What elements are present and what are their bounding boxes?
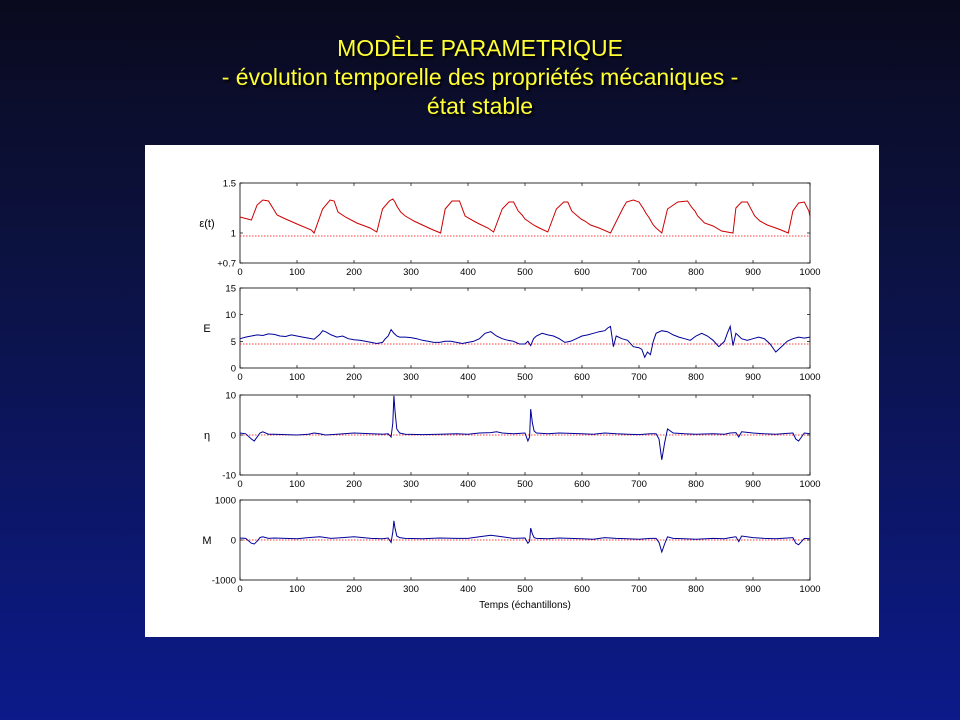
x-tick-label: 0 — [237, 267, 242, 278]
x-tick-label: 600 — [574, 372, 590, 383]
x-tick-label: 0 — [237, 372, 242, 383]
series-line — [239, 324, 811, 359]
x-tick-label: 600 — [574, 584, 590, 595]
y-tick-label: 15 — [225, 284, 236, 295]
y-tick-label: 5 — [231, 337, 236, 348]
x-tick-label: 700 — [631, 479, 647, 490]
x-tick-label: 300 — [403, 372, 419, 383]
x-tick-label: 300 — [403, 584, 419, 595]
subplot-2: 0 100 200 300 400 500 600 700 800 900 1000 15 10 5 0 E — [203, 284, 820, 384]
x-tick-label: 1000 — [799, 267, 820, 278]
x-tick-label: 300 — [403, 267, 419, 278]
y-tick-label: 0 — [231, 536, 236, 547]
x-tick-label: 700 — [631, 584, 647, 595]
y-tick-label: 1 — [231, 229, 236, 240]
series-line — [239, 395, 811, 460]
x-tick-label: 200 — [346, 372, 362, 383]
slide-title-line-2: - évolution temporelle des propriétés mé… — [221, 64, 739, 90]
x-tick-label: 500 — [517, 372, 533, 383]
x-tick-label: 800 — [688, 584, 704, 595]
x-tick-label: 100 — [289, 584, 305, 595]
y-tick-label: 10 — [225, 310, 236, 321]
x-tick-label: 0 — [237, 584, 242, 595]
x-tick-label: 700 — [631, 372, 647, 383]
y-tick-label: 0 — [231, 431, 236, 442]
x-tick-label: 200 — [346, 479, 362, 490]
x-tick-label: 700 — [631, 267, 647, 278]
x-tick-label: 1000 — [799, 479, 820, 490]
x-tick-label: 0 — [237, 479, 242, 490]
x-tick-label: 1000 — [799, 372, 820, 383]
x-tick-label: 100 — [289, 372, 305, 383]
series-line — [239, 198, 811, 234]
x-tick-label: 900 — [745, 267, 761, 278]
series-line — [239, 520, 811, 554]
subplot-1: 0 100 200 300 400 500 600 700 800 900 1000 1.5 1 +0.7… — [199, 179, 820, 279]
x-tick-label: 1000 — [799, 584, 820, 595]
figure-svg: 0 100 200 300 400 500 600 700 800 900 10001.51+0.7… — [199, 179, 821, 612]
x-tick-label: 200 — [346, 267, 362, 278]
x-tick-label: 100 — [289, 479, 305, 490]
y-tick-label: 1.5 — [223, 179, 236, 190]
x-tick-label: 500 — [517, 584, 533, 595]
x-tick-label: 800 — [688, 267, 704, 278]
x-tick-label: 900 — [745, 479, 761, 490]
plot-frame — [239, 182, 811, 264]
y-tick-label: 1000 — [215, 496, 236, 507]
y-tick-label: 10 — [225, 391, 236, 402]
slide-title-line-3: état stable — [426, 93, 534, 119]
x-tick-label: 200 — [346, 584, 362, 595]
plot-frame — [239, 287, 811, 369]
x-tick-label: 500 — [517, 479, 533, 490]
x-tick-label: 100 — [289, 267, 305, 278]
x-tick-label: 400 — [460, 479, 476, 490]
x-tick-label: 800 — [688, 372, 704, 383]
y-tick-label: -10 — [222, 471, 236, 482]
y-tick-label: +0.7 — [217, 259, 236, 270]
y-axis-label: ε(t) — [199, 218, 214, 230]
slide-title-line-1: MODÈLE PARAMETRIQUE — [337, 35, 623, 61]
x-tick-label: 900 — [745, 584, 761, 595]
figure-panel: 0 100 200 300 400 500 600 700 800 900 1000 1.5 1 +0.7… — [145, 145, 879, 637]
y-axis-label: M — [202, 535, 211, 547]
y-tick-label: -1000 — [212, 576, 236, 587]
x-tick-label: 600 — [574, 267, 590, 278]
x-tick-label: 900 — [745, 372, 761, 383]
x-tick-label: 400 — [460, 267, 476, 278]
x-tick-label: 300 — [403, 479, 419, 490]
y-axis-label: η — [204, 430, 210, 442]
y-tick-label: 0 — [231, 364, 236, 375]
slide-title: MODÈLE PARAMETRIQUE - évolution temporel… — [0, 34, 960, 121]
subplot-4: 0 100 200 300 400 500 600 700 800 900 100010000-10… — [202, 496, 820, 612]
x-tick-label: 400 — [460, 372, 476, 383]
x-tick-label: 500 — [517, 267, 533, 278]
y-axis-label: E — [203, 323, 210, 335]
x-tick-label: 600 — [574, 479, 590, 490]
x-axis-label: Temps (échantillons) — [479, 600, 571, 611]
x-tick-label: 800 — [688, 479, 704, 490]
x-tick-label: 400 — [460, 584, 476, 595]
